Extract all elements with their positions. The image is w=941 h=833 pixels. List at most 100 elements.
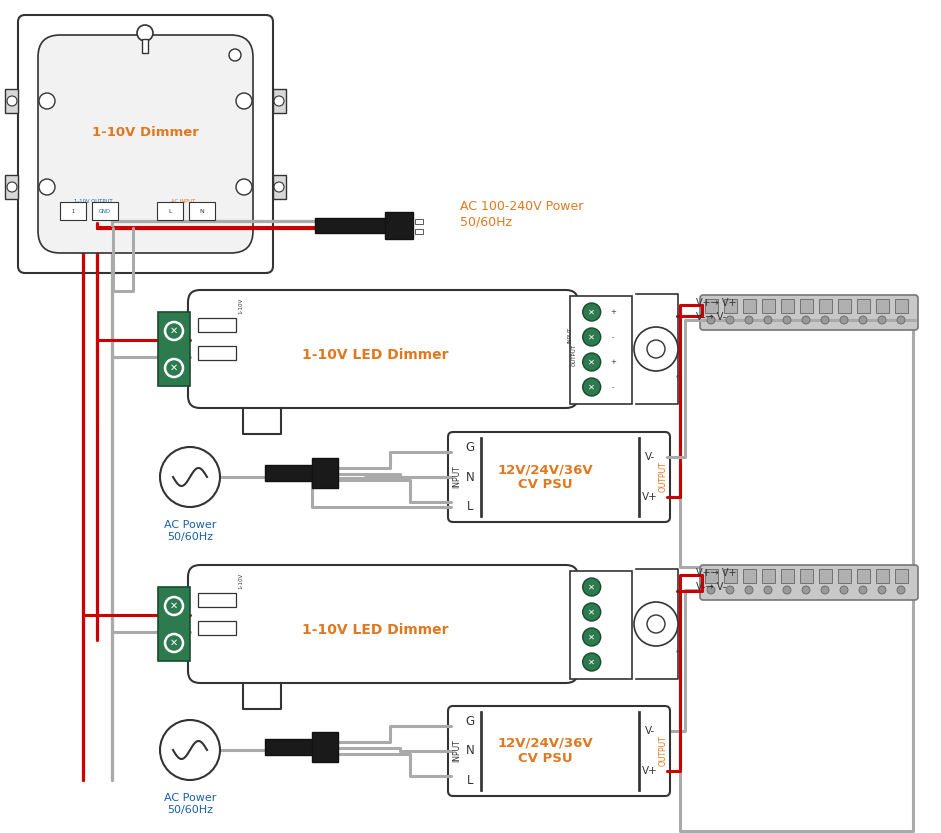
Text: V+: V+ [642,491,658,501]
Circle shape [160,447,220,507]
Bar [638,711,640,791]
Bar [198,593,236,607]
FancyBboxPatch shape [18,15,273,273]
Text: INPUT: INPUT [568,327,573,343]
Text: 1-10V: 1-10V [238,298,243,314]
Bar [415,219,423,224]
Circle shape [39,93,55,109]
Text: V-→ V-: V-→ V- [696,312,726,322]
Bar [570,296,632,404]
Bar [92,202,118,220]
Text: GND: GND [99,208,111,213]
Bar [876,299,889,313]
Bar [762,569,775,583]
Circle shape [582,328,600,346]
Circle shape [274,182,284,192]
Text: V-: V- [645,726,655,736]
Text: +: + [611,359,616,365]
Text: L: L [168,208,172,213]
Circle shape [707,316,715,324]
Bar [705,299,718,313]
Circle shape [165,634,183,652]
Bar [273,175,286,199]
Text: AC Power
50/60Hz: AC Power 50/60Hz [164,793,216,815]
Text: L: L [467,774,473,787]
Text: ✕: ✕ [588,657,596,666]
Text: ✕: ✕ [170,601,178,611]
Circle shape [647,340,665,358]
FancyBboxPatch shape [448,432,670,522]
FancyBboxPatch shape [188,290,578,408]
Circle shape [582,628,600,646]
Text: ✕: ✕ [588,382,596,392]
Circle shape [39,179,55,195]
Bar [385,212,413,239]
Bar [265,465,317,481]
Circle shape [634,327,678,371]
Bar [743,569,756,583]
Bar [157,202,183,220]
Bar [895,299,908,313]
Bar [312,732,338,762]
Text: G: G [466,441,474,454]
Bar [800,569,813,583]
Circle shape [859,586,867,594]
Bar [743,299,756,313]
Circle shape [745,586,753,594]
Bar [895,569,908,583]
Circle shape [7,182,17,192]
Text: N: N [466,745,474,757]
Text: ✕: ✕ [588,607,596,616]
Circle shape [137,25,153,41]
Text: AC 100-240V Power
50/60Hz: AC 100-240V Power 50/60Hz [460,200,583,228]
Circle shape [878,586,886,594]
Bar [857,569,870,583]
Text: ✕: ✕ [588,357,596,367]
Text: 12V/24V/36V
CV PSU: 12V/24V/36V CV PSU [498,737,594,765]
Bar [198,318,236,332]
Circle shape [236,179,252,195]
Text: V-: V- [645,452,655,462]
Bar [781,569,794,583]
Bar [189,202,215,220]
FancyBboxPatch shape [700,295,918,330]
Text: ✕: ✕ [588,332,596,342]
Circle shape [764,316,772,324]
Circle shape [821,586,829,594]
Circle shape [745,316,753,324]
Text: N: N [466,471,474,483]
Circle shape [647,615,665,633]
Circle shape [783,316,791,324]
Circle shape [726,586,734,594]
Bar [60,202,86,220]
Circle shape [165,597,183,615]
Circle shape [897,586,905,594]
Circle shape [165,359,183,377]
Text: G: G [466,715,474,728]
Bar [312,458,338,488]
Circle shape [840,586,848,594]
Text: AC INPUT: AC INPUT [171,198,195,203]
Bar [158,587,190,661]
Bar [265,739,317,755]
Bar [762,299,775,313]
Bar [570,571,632,679]
Circle shape [582,353,600,371]
Circle shape [229,49,241,61]
Circle shape [582,303,600,321]
Text: ✕: ✕ [170,363,178,373]
Text: 1-10V OUTPUT: 1-10V OUTPUT [73,198,112,203]
Text: INPUT: INPUT [453,466,461,488]
Circle shape [764,586,772,594]
Circle shape [582,603,600,621]
Text: 1-10V Dimmer: 1-10V Dimmer [92,126,199,138]
Text: N: N [199,208,204,213]
Bar [158,312,190,386]
Circle shape [236,93,252,109]
Text: +: + [611,309,616,315]
Bar [724,569,737,583]
Circle shape [582,653,600,671]
Bar [315,218,390,233]
Text: ✕: ✕ [170,638,178,648]
Bar [781,299,794,313]
